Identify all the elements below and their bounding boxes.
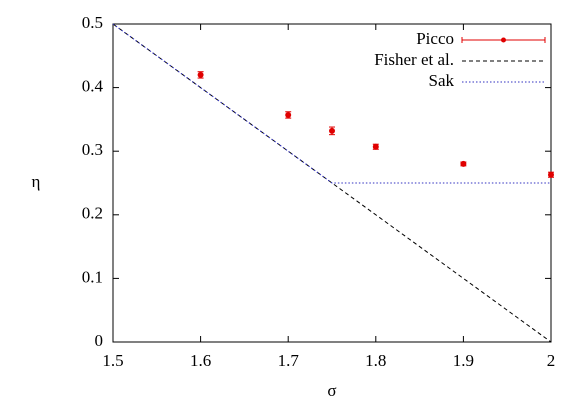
data-point: [548, 171, 554, 178]
plot-frame: [112, 23, 552, 343]
legend-label: Picco: [416, 29, 454, 48]
x-tick-label: 1.9: [453, 351, 474, 370]
y-tick-label: 0.3: [82, 140, 103, 159]
x-tick-label: 1.6: [190, 351, 211, 370]
y-tick-label: 0.2: [82, 204, 103, 223]
data-point: [329, 127, 335, 134]
x-tick-label: 1.5: [102, 351, 123, 370]
series-line: [112, 23, 552, 343]
legend-label: Sak: [429, 71, 455, 90]
y-axis-label: η: [32, 172, 41, 191]
y-tick-label: 0: [95, 331, 104, 350]
x-tick-label: 2: [547, 351, 556, 370]
x-axis-label: σ: [327, 381, 336, 400]
y-tick-label: 0.5: [82, 13, 103, 32]
data-point: [197, 71, 204, 78]
data-point: [372, 143, 379, 150]
x-tick-label: 1.7: [278, 351, 300, 370]
data-point: [285, 111, 292, 118]
x-tick-label: 1.8: [365, 351, 386, 370]
legend-label: Fisher et al.: [374, 50, 454, 69]
y-tick-label: 0.1: [82, 267, 103, 286]
series-line: [112, 23, 551, 184]
legend-sample: [501, 37, 506, 43]
data-point: [460, 160, 467, 167]
y-tick-label: 0.4: [82, 77, 104, 96]
